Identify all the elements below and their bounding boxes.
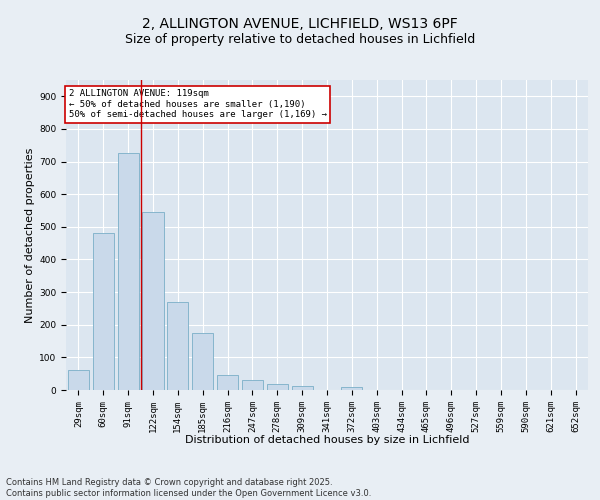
X-axis label: Distribution of detached houses by size in Lichfield: Distribution of detached houses by size … [185, 435, 469, 445]
Bar [68, 370, 89, 390]
Text: Contains HM Land Registry data © Crown copyright and database right 2025.
Contai: Contains HM Land Registry data © Crown c… [6, 478, 371, 498]
Bar [118, 154, 139, 390]
Bar [192, 333, 213, 390]
Bar [217, 376, 238, 390]
Bar [93, 234, 114, 390]
Bar [341, 388, 362, 390]
Text: 2 ALLINGTON AVENUE: 119sqm
← 50% of detached houses are smaller (1,190)
50% of s: 2 ALLINGTON AVENUE: 119sqm ← 50% of deta… [68, 90, 326, 119]
Bar [267, 384, 288, 390]
Bar [142, 212, 164, 390]
Y-axis label: Number of detached properties: Number of detached properties [25, 148, 35, 322]
Bar [167, 302, 188, 390]
Text: Size of property relative to detached houses in Lichfield: Size of property relative to detached ho… [125, 32, 475, 46]
Text: 2, ALLINGTON AVENUE, LICHFIELD, WS13 6PF: 2, ALLINGTON AVENUE, LICHFIELD, WS13 6PF [142, 18, 458, 32]
Bar [242, 380, 263, 390]
Bar [292, 386, 313, 390]
